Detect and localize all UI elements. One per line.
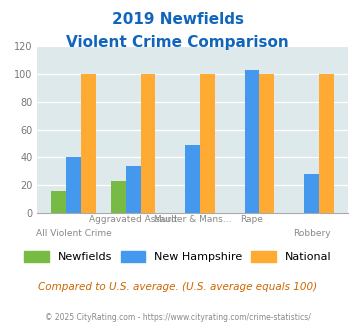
Bar xyxy=(245,70,260,213)
Bar xyxy=(319,74,334,213)
Bar xyxy=(126,166,141,213)
Bar xyxy=(111,181,126,213)
Bar xyxy=(304,174,319,213)
Text: Violent Crime Comparison: Violent Crime Comparison xyxy=(66,35,289,50)
Bar xyxy=(81,74,96,213)
Text: Robbery: Robbery xyxy=(293,229,330,238)
Text: Rape: Rape xyxy=(241,215,263,224)
Text: Murder & Mans...: Murder & Mans... xyxy=(154,215,231,224)
Text: All Violent Crime: All Violent Crime xyxy=(36,229,111,238)
Bar xyxy=(260,74,274,213)
Text: © 2025 CityRating.com - https://www.cityrating.com/crime-statistics/: © 2025 CityRating.com - https://www.city… xyxy=(45,313,310,322)
Text: Aggravated Assault: Aggravated Assault xyxy=(89,215,178,224)
Bar xyxy=(141,74,155,213)
Text: Compared to U.S. average. (U.S. average equals 100): Compared to U.S. average. (U.S. average … xyxy=(38,282,317,292)
Bar xyxy=(200,74,215,213)
Bar xyxy=(185,145,200,213)
Bar xyxy=(51,191,66,213)
Legend: Newfields, New Hampshire, National: Newfields, New Hampshire, National xyxy=(20,247,336,267)
Text: 2019 Newfields: 2019 Newfields xyxy=(111,12,244,26)
Bar xyxy=(66,157,81,213)
